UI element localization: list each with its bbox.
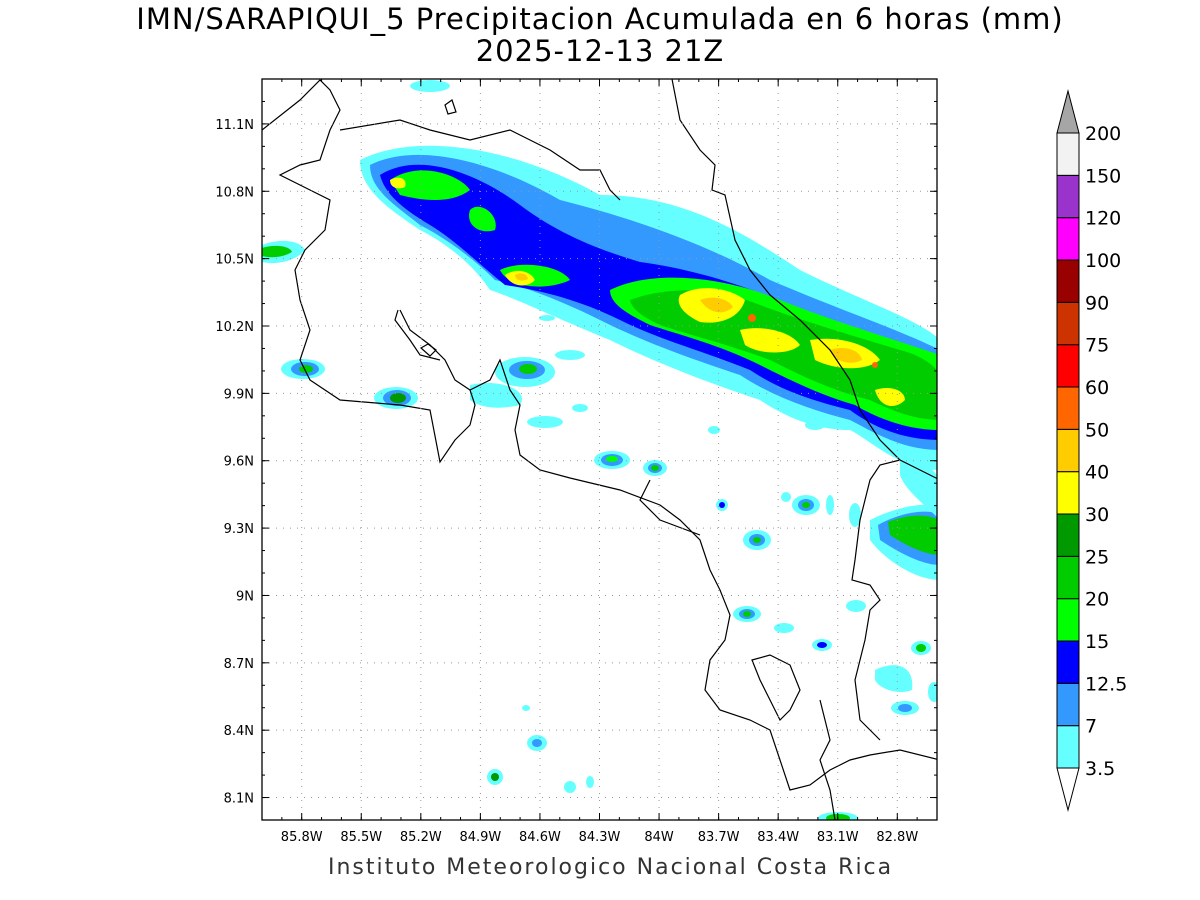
colorbar-swatch xyxy=(1056,555,1080,600)
y-tick-label: 9.9N xyxy=(224,387,254,402)
colorbar-swatch xyxy=(1056,386,1080,430)
osa-peninsula xyxy=(751,654,801,722)
colorbar-swatch xyxy=(1056,344,1080,388)
y-tick-label: 10.8N xyxy=(215,185,254,200)
y-tick-label: 10.2N xyxy=(215,320,254,335)
x-tick-label: 82.8W xyxy=(876,830,918,845)
colorbar-label: 15 xyxy=(1085,631,1109,653)
colorbar-label: 200 xyxy=(1085,123,1121,145)
precipitation-field xyxy=(262,80,937,820)
y-tick-label: 8.7N xyxy=(224,657,254,672)
coastline-borders xyxy=(262,79,937,820)
colorbar-swatch xyxy=(1056,217,1080,261)
colorbar-swatch xyxy=(1056,513,1080,557)
map-border xyxy=(261,78,938,821)
y-tick-label: 10.5N xyxy=(215,253,254,268)
border-nicaragua xyxy=(339,119,621,201)
precip-blob xyxy=(262,245,292,258)
colorbar-swatch xyxy=(1056,259,1080,303)
x-tick-label: 85.5W xyxy=(340,830,382,845)
y-tick-label: 11.1N xyxy=(215,118,254,133)
x-tick-label: 84.6W xyxy=(519,830,561,845)
colorbar-label: 40 xyxy=(1085,462,1109,484)
colorbar-swatch xyxy=(1056,725,1080,769)
colorbar-swatch xyxy=(1056,428,1080,473)
colorbar-label: 90 xyxy=(1085,292,1109,314)
precip-cells xyxy=(281,80,937,820)
coastline-caribbean xyxy=(671,79,937,480)
coastline-gulf xyxy=(394,309,441,361)
colorbar-under-arrow xyxy=(1056,767,1080,812)
colorbar-label: 7 xyxy=(1085,716,1097,738)
x-tick-label: 84W xyxy=(644,830,674,845)
y-tick-label: 9.6N xyxy=(224,455,254,470)
precip-peak xyxy=(748,314,756,322)
precip-band-yellow xyxy=(390,177,905,406)
map-subtitle-datetime: 2025-12-13 21Z xyxy=(475,34,725,68)
x-tick-label: 83.1W xyxy=(817,830,859,845)
colorbar-label: 20 xyxy=(1085,589,1109,611)
y-tick-label: 8.4N xyxy=(224,724,254,739)
coast-mid xyxy=(639,479,701,536)
map-title: IMN/SARAPIQUI_5 Precipitacion Acumulada … xyxy=(136,2,1064,36)
colorbar-label: 50 xyxy=(1085,419,1109,441)
burica-coast xyxy=(819,699,836,820)
x-tick-label: 84.3W xyxy=(579,830,621,845)
x-tick-label: 83.7W xyxy=(698,830,740,845)
coastline-nicoya xyxy=(399,309,471,391)
colorbar-swatch xyxy=(1056,682,1080,727)
island xyxy=(419,343,437,357)
colorbar-label: 12.5 xyxy=(1085,673,1127,695)
colorbar-swatch xyxy=(1056,640,1080,684)
colorbar-label: 3.5 xyxy=(1085,758,1115,780)
colorbar-label: 60 xyxy=(1085,377,1109,399)
y-tick-label: 8.1N xyxy=(224,792,254,807)
x-tick-label: 85.2W xyxy=(400,830,442,845)
colorbar-label: 120 xyxy=(1085,208,1121,230)
colorbar-label: 150 xyxy=(1085,165,1121,187)
precip-band-darkgreen xyxy=(630,290,937,420)
colorbar-swatch xyxy=(1056,132,1080,176)
x-tick-label: 83.4W xyxy=(757,830,799,845)
colorbar-over-arrow xyxy=(1056,89,1080,134)
colorbar-swatch xyxy=(1056,471,1080,515)
colorbar-swatch xyxy=(1056,174,1080,219)
colorbar-label: 75 xyxy=(1085,335,1109,357)
colorbar-swatch xyxy=(1056,598,1080,642)
colorbar-swatch xyxy=(1056,301,1080,346)
colorbar-label: 30 xyxy=(1085,504,1109,526)
footer-credit: Instituto Meteorologico Nacional Costa R… xyxy=(328,855,894,880)
colorbar-label: 100 xyxy=(1085,250,1121,272)
precip-peak xyxy=(872,362,878,368)
x-tick-label: 85.8W xyxy=(281,830,323,845)
coastline-pacific xyxy=(262,79,937,791)
y-tick-label: 9N xyxy=(236,589,254,604)
colorbar: 3.5 7 12.5 15 20 25 30 40 50 60 75 90 100 120 150 200 xyxy=(1056,89,1127,812)
border-panama xyxy=(851,459,901,741)
lake-nicaragua xyxy=(444,99,457,115)
colorbar-label: 25 xyxy=(1085,546,1109,568)
y-tick-label: 9.3N xyxy=(224,522,254,537)
map-frame: 85.8W 85.5W 85.2W 84.9W 84.6W 84.3W 84W 83.7W 83… xyxy=(215,78,938,845)
x-tick-label: 84.9W xyxy=(459,830,501,845)
